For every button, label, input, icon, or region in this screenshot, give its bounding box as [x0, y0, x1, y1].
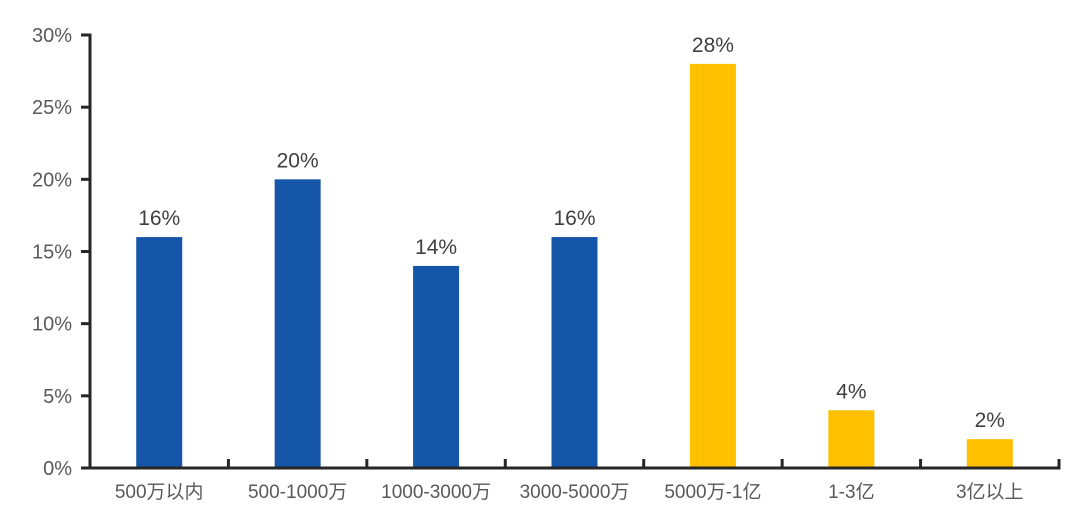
x-axis-category-label: 5000万-1亿: [664, 481, 761, 503]
bar: [413, 265, 460, 468]
y-axis-tick-label: 30%: [32, 25, 72, 47]
y-axis-tick-label: 0%: [43, 458, 72, 480]
y-axis-tick-label: 20%: [32, 169, 72, 191]
y-axis-tick-label: 25%: [32, 97, 72, 119]
x-axis-category-label: 3亿以上: [956, 481, 1024, 503]
bar-value-label: 16%: [138, 207, 180, 230]
bar: [551, 237, 598, 468]
y-axis-tick-label: 5%: [43, 386, 72, 408]
bar-value-label: 20%: [277, 149, 319, 172]
bar: [828, 410, 875, 468]
bar: [274, 179, 321, 469]
x-axis-category-label: 500万以内: [115, 481, 204, 503]
bars: 16% 500万以内 20% 500-1000万 14% 1000-3000万 16% 300…: [115, 34, 1024, 503]
y-axis-tick-label: 15%: [32, 242, 72, 264]
y-axis: 0% 5% 10% 15% 20% 25% 30%: [32, 25, 92, 480]
x-axis: [88, 459, 1061, 470]
bar: [689, 63, 736, 468]
x-axis-category-label: 1000-3000万: [381, 482, 491, 503]
bar-value-label: 28%: [692, 34, 734, 57]
bar-value-label: 2%: [975, 409, 1005, 432]
x-axis-category-label: 3000-5000万: [520, 482, 630, 503]
bar: [966, 439, 1013, 468]
bar-value-label: 4%: [836, 380, 866, 403]
y-axis-tick-label: 10%: [32, 314, 72, 336]
x-axis-category-label: 1-3亿: [828, 481, 874, 503]
x-axis-category-label: 500-1000万: [248, 482, 347, 503]
bar-value-label: 14%: [415, 236, 457, 259]
bar-value-label: 16%: [553, 207, 595, 230]
bar: [136, 237, 183, 468]
